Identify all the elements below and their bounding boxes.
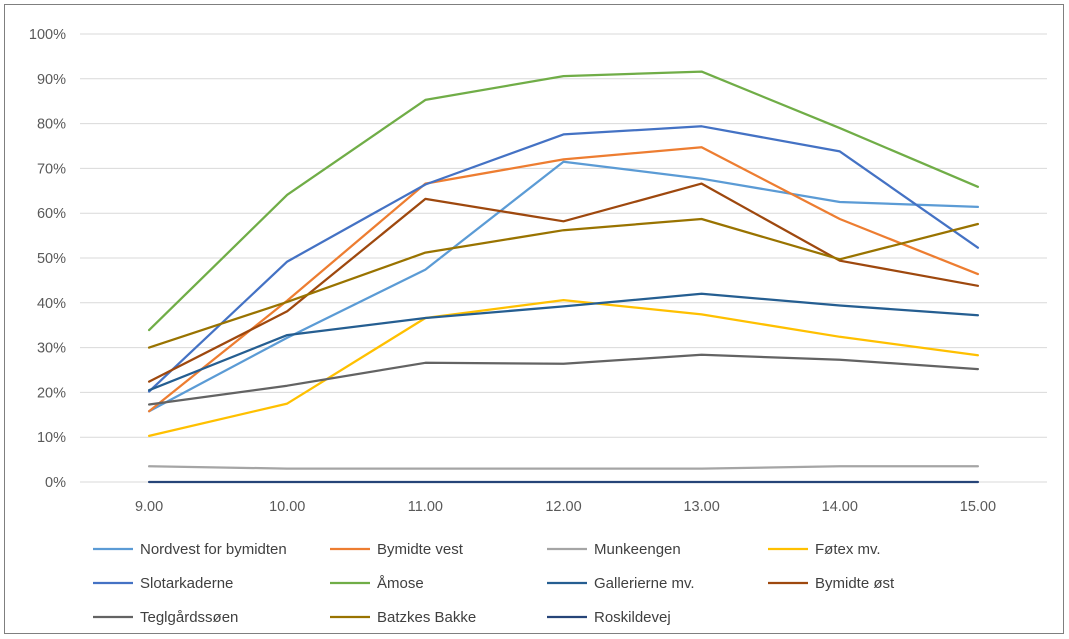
x-tick-label: 13.00	[683, 499, 719, 515]
legend-label: Bymidte vest	[377, 541, 464, 558]
x-tick-label: 15.00	[960, 499, 996, 515]
x-tick-label: 10.00	[269, 499, 305, 515]
chart-frame	[4, 4, 1064, 634]
legend-label: Slotarkaderne	[140, 575, 233, 592]
series-line	[147, 298, 980, 438]
y-tick-label: 50%	[37, 251, 66, 267]
series-line	[147, 146, 980, 413]
legend: Nordvest for bymidten Bymidte vest Munkeen…	[93, 541, 895, 626]
legend-label: Føtex mv.	[815, 541, 881, 558]
series-lines	[147, 70, 980, 484]
x-tick-label: 12.00	[545, 499, 581, 515]
series-line	[147, 465, 980, 470]
y-tick-label: 80%	[37, 117, 66, 133]
series-line	[147, 125, 980, 393]
legend-label: Nordvest for bymidten	[140, 541, 287, 558]
series-line	[147, 353, 980, 406]
y-tick-label: 70%	[37, 161, 66, 177]
x-axis-ticks: 9.00 10.00 11.00 12.00 13.00 14.00 15.00	[135, 499, 996, 515]
series-line	[147, 182, 980, 383]
y-tick-label: 90%	[37, 72, 66, 88]
y-tick-label: 20%	[37, 385, 66, 401]
legend-label: Batzkes Bakke	[377, 609, 476, 626]
legend-label: Åmose	[377, 575, 424, 592]
legend-label: Teglgårdssøen	[140, 609, 238, 626]
series-line	[147, 217, 980, 349]
series-line	[147, 292, 980, 392]
x-tick-label: 14.00	[822, 499, 858, 515]
gridlines	[80, 33, 1047, 483]
x-tick-label: 9.00	[135, 499, 163, 515]
y-tick-label: 100%	[29, 27, 66, 43]
legend-label: Munkeengen	[594, 541, 681, 558]
legend-label: Bymidte øst	[815, 575, 895, 592]
y-tick-label: 0%	[45, 475, 66, 491]
y-axis-ticks: 0% 10% 20% 30% 40% 50% 60% 70% 80% 90% 100%	[29, 27, 66, 491]
series-line	[147, 160, 980, 413]
y-tick-label: 60%	[37, 206, 66, 222]
y-tick-label: 30%	[37, 341, 66, 357]
y-tick-label: 10%	[37, 430, 66, 446]
legend-label: Roskildevej	[594, 609, 671, 626]
x-tick-label: 11.00	[408, 499, 443, 515]
series-line	[147, 70, 980, 332]
legend-label: Gallerierne mv.	[594, 575, 695, 592]
y-tick-label: 40%	[37, 296, 66, 312]
